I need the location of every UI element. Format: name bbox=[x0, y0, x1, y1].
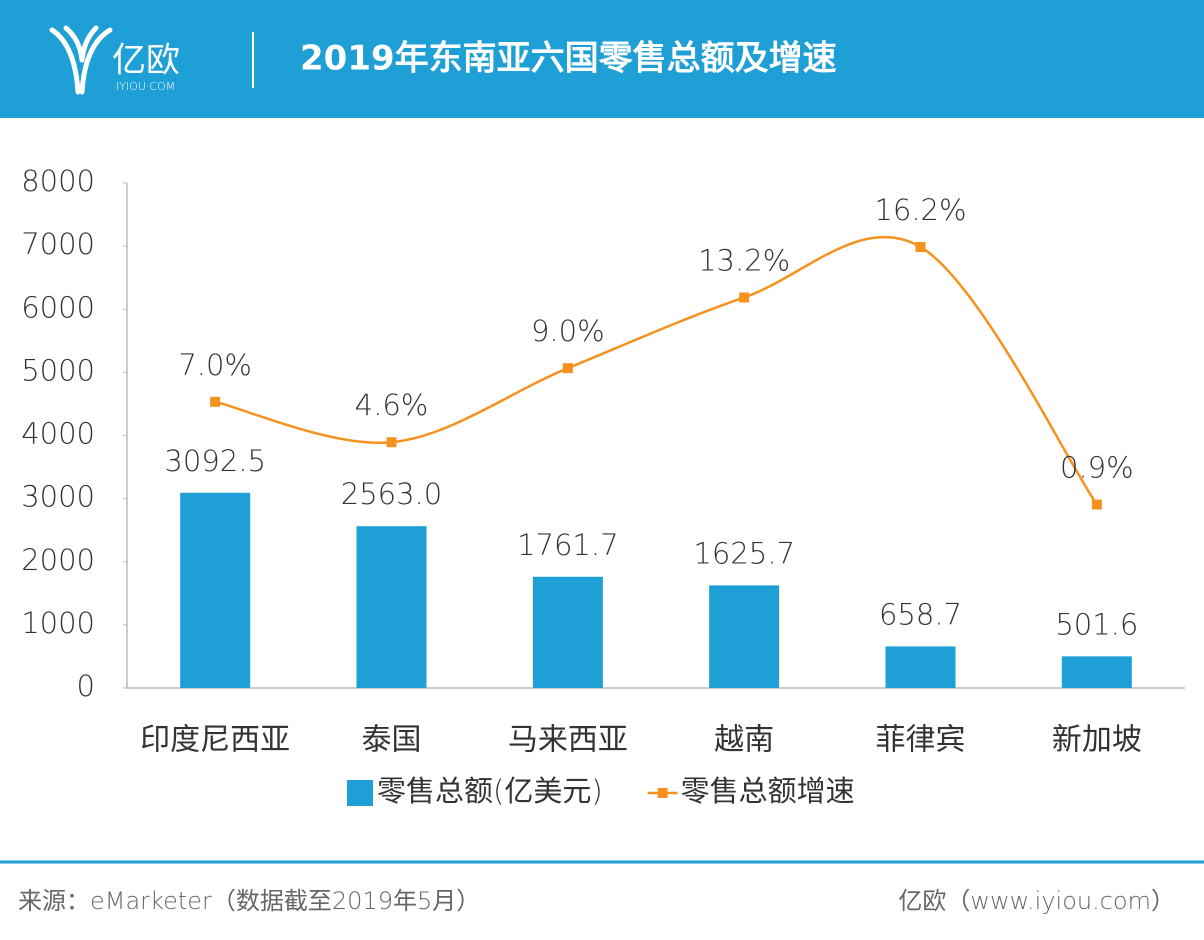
legend-label: 零售总额(亿美元) bbox=[377, 774, 603, 808]
x-tick-label: 印度尼西亚 bbox=[140, 723, 290, 758]
x-tick-label: 马来西亚 bbox=[508, 723, 628, 758]
credit: 亿欧（www.iyiou.com） bbox=[898, 887, 1175, 915]
legend-label: 零售总额增速 bbox=[681, 774, 855, 808]
y-tick-label: 1000 bbox=[21, 606, 95, 640]
y-tick-label: 6000 bbox=[21, 290, 95, 324]
chart-title: 2019年东南亚六国零售总额及增速 bbox=[300, 39, 837, 79]
line-label: 16.2% bbox=[874, 193, 966, 227]
line-label: 4.6% bbox=[355, 388, 429, 422]
bar bbox=[709, 585, 780, 688]
y-tick-label: 2000 bbox=[21, 543, 95, 577]
y-tick-label: 7000 bbox=[21, 227, 95, 261]
line-label: 13.2% bbox=[698, 243, 790, 277]
x-tick-label: 泰国 bbox=[362, 723, 422, 758]
line-marker bbox=[386, 437, 397, 448]
bar-label: 1761.7 bbox=[517, 528, 618, 562]
line-label: 0.9% bbox=[1060, 451, 1134, 485]
bar-label: 501.6 bbox=[1055, 607, 1138, 641]
y-tick-label: 0 bbox=[77, 669, 95, 703]
legend-swatch bbox=[657, 788, 668, 798]
line-marker bbox=[739, 292, 750, 303]
bar bbox=[356, 526, 427, 688]
logo-subtext: IYIOU·COM bbox=[116, 80, 175, 93]
y-tick-label: 8000 bbox=[21, 164, 95, 198]
bar-label: 3092.5 bbox=[164, 444, 265, 478]
bar bbox=[885, 646, 956, 688]
bar bbox=[180, 492, 251, 688]
line bbox=[214, 235, 1098, 506]
line-label: 9.0% bbox=[531, 314, 605, 348]
line-marker bbox=[210, 396, 221, 407]
bar-label: 2563.0 bbox=[341, 477, 442, 511]
line-marker bbox=[562, 363, 573, 374]
header-band bbox=[0, 0, 1204, 118]
line-marker bbox=[1091, 499, 1102, 510]
logo-mark bbox=[49, 25, 113, 95]
y-tick-label: 3000 bbox=[21, 480, 95, 514]
line-label: 7.0% bbox=[178, 348, 252, 382]
bar bbox=[532, 576, 603, 688]
bar bbox=[1061, 656, 1132, 688]
y-tick-label: 5000 bbox=[21, 353, 95, 387]
source: 来源：eMarketer（数据截至2019年5月） bbox=[18, 887, 480, 915]
x-tick-label: 菲律宾 bbox=[876, 723, 966, 758]
y-tick-label: 4000 bbox=[21, 417, 95, 451]
x-tick-label: 越南 bbox=[714, 723, 774, 758]
x-tick-label: 新加坡 bbox=[1052, 723, 1142, 758]
logo-text: 亿欧 bbox=[112, 41, 180, 81]
legend-swatch bbox=[347, 780, 373, 806]
line-marker bbox=[915, 241, 926, 252]
bar-label: 1625.7 bbox=[693, 536, 794, 570]
bar-label: 658.7 bbox=[879, 597, 962, 631]
